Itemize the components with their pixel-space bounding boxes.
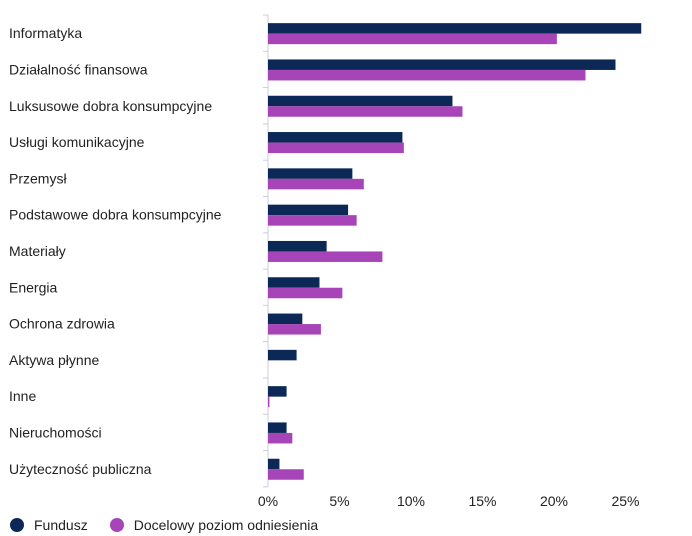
bar-fundusz (268, 458, 280, 470)
category-labels: Informatyka Działalność finansowa Luksusow… (9, 25, 222, 477)
category-label: Energia (9, 279, 57, 295)
x-tick-label: 10% (397, 493, 425, 509)
category-label: Użyteczność publiczna (9, 461, 152, 477)
chart-bars (268, 23, 642, 480)
category-label: Inne (9, 388, 36, 404)
legend-label-fundusz: Fundusz (34, 517, 88, 533)
legend-label-benchmark: Docelowy poziom odniesienia (133, 517, 319, 533)
category-label: Nieruchomości (9, 424, 102, 440)
x-tick-labels: 0% 5% 10% 15% 20% 25% (258, 493, 640, 509)
x-tick-label: 5% (329, 493, 349, 509)
bar-fundusz (268, 422, 287, 433)
bar-benchmark (268, 215, 357, 226)
category-label: Aktywa płynne (9, 352, 99, 368)
bar-benchmark (268, 251, 383, 262)
bar-fundusz (268, 168, 353, 179)
bar-benchmark (268, 69, 586, 81)
category-label: Informatyka (9, 25, 82, 41)
x-tick-label: 25% (611, 493, 639, 509)
bar-fundusz (268, 240, 327, 252)
bar-benchmark (268, 469, 304, 480)
legend-item-benchmark: Docelowy poziom odniesienia (109, 517, 319, 533)
bar-benchmark (268, 142, 404, 154)
bar-benchmark (268, 324, 321, 335)
bar-benchmark (268, 432, 293, 444)
bar-fundusz (268, 59, 616, 70)
x-tick-label: 15% (468, 493, 496, 509)
chart-legend: Fundusz Docelowy poziom odniesienia (10, 517, 340, 533)
bar-fundusz (268, 349, 297, 361)
legend-swatch-benchmark (109, 518, 124, 532)
bar-fundusz (268, 23, 642, 34)
bar-benchmark (268, 106, 463, 117)
bar-benchmark (268, 178, 364, 190)
bar-fundusz (268, 386, 287, 397)
bar-fundusz (268, 313, 303, 325)
legend-swatch-fundusz (10, 518, 24, 532)
category-label: Materiały (9, 243, 66, 259)
bar-fundusz (268, 277, 320, 288)
x-tick-label: 0% (258, 493, 278, 509)
chart-axes (263, 14, 269, 488)
x-tick-label: 20% (540, 493, 568, 509)
bar-benchmark (268, 33, 557, 45)
category-label: Działalność finansowa (9, 61, 148, 77)
category-label: Usługi komunikacyjne (9, 134, 145, 150)
category-label: Luksusowe dobra konsumpcyjne (9, 98, 212, 114)
category-label: Ochrona zdrowia (9, 316, 115, 332)
bar-fundusz (268, 204, 349, 216)
bar-fundusz (268, 95, 453, 107)
bar-benchmark (268, 396, 270, 408)
legend-item-fundusz: Fundusz (10, 517, 88, 533)
category-label: Przemysł (9, 170, 67, 186)
bar-benchmark (268, 287, 343, 299)
bar-fundusz (268, 132, 403, 143)
category-label: Podstawowe dobra konsumpcyjne (9, 207, 222, 223)
